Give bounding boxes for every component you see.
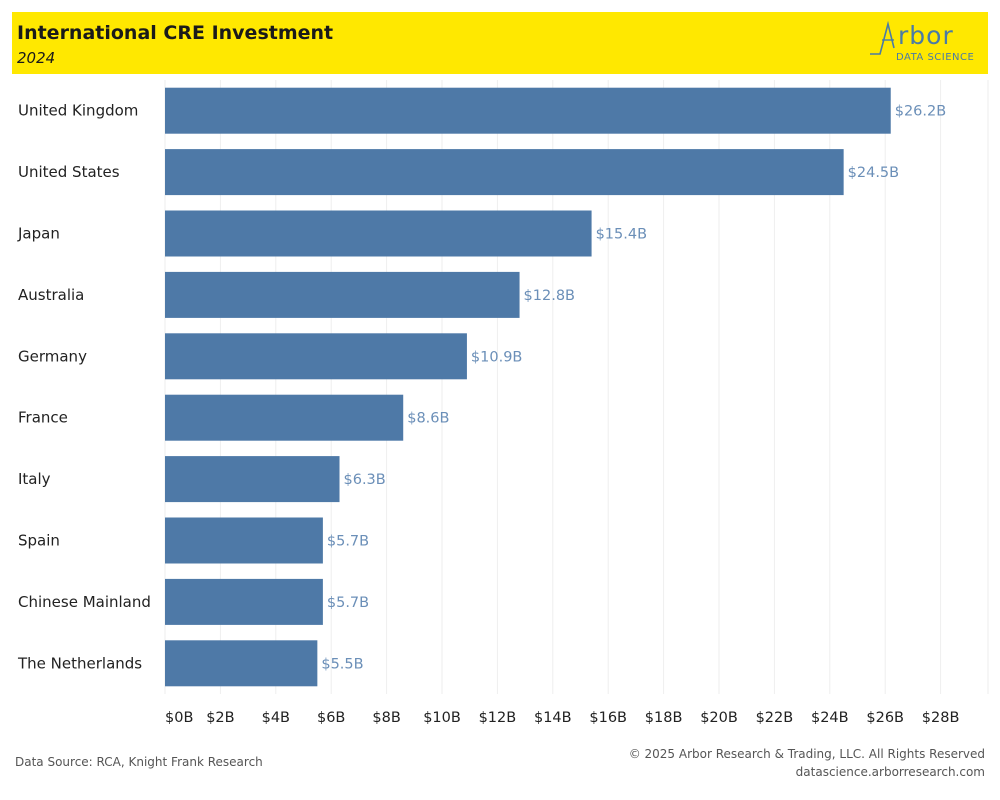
x-tick-label-2: $4B [262, 710, 290, 726]
data-label-8: $5.7B [327, 595, 369, 611]
bar-2 [165, 210, 592, 257]
data-label-4: $10.9B [471, 349, 522, 365]
x-tick-label-11: $22B [756, 710, 794, 726]
data-label-7: $5.7B [327, 534, 369, 550]
x-tick-label-10: $20B [700, 710, 738, 726]
data-label-0: $26.2B [895, 104, 946, 120]
bar-5 [165, 394, 404, 441]
bar-chart: United Kingdom $26.2B United States $24.5B J… [17, 80, 989, 726]
category-label-1: United States [18, 163, 120, 181]
logo-subtitle: DATA SCIENCE [896, 52, 975, 63]
category-label-9: The Netherlands [17, 654, 142, 672]
arbor-logo-a-icon [870, 20, 895, 55]
bar-8 [165, 578, 323, 625]
data-label-5: $8.6B [407, 411, 449, 427]
category-label-3: Australia [18, 286, 84, 304]
data-label-3: $12.8B [524, 288, 575, 304]
bar-4 [165, 333, 467, 380]
bar-9 [165, 640, 318, 687]
x-tick-label-3: $6B [317, 710, 345, 726]
data-source: Data Source: RCA, Knight Frank Research [15, 755, 263, 769]
data-label-1: $24.5B [848, 165, 899, 181]
data-label-9: $5.5B [321, 656, 363, 672]
x-tick-label-14: $28B [922, 710, 960, 726]
category-label-2: Japan [17, 225, 60, 243]
category-label-5: France [18, 409, 68, 427]
data-label-6: $6.3B [344, 472, 386, 488]
x-tick-label-8: $16B [589, 710, 627, 726]
chart-title: International CRE Investment [17, 22, 334, 44]
copyright-text: © 2025 Arbor Research & Trading, LLC. Al… [628, 747, 985, 761]
chart-subtitle: 2024 [17, 49, 56, 67]
footer-credits: © 2025 Arbor Research & Trading, LLC. Al… [629, 745, 985, 781]
category-label-0: United Kingdom [18, 102, 138, 120]
category-label-8: Chinese Mainland [18, 593, 151, 611]
data-label-2: $15.4B [596, 227, 647, 243]
bar-7 [165, 517, 323, 564]
chart-header: International CRE Investment 2024 rbor D… [12, 12, 988, 74]
bar-1 [165, 149, 844, 196]
x-tick-label-0: $0B [165, 710, 193, 726]
bar-0 [165, 87, 891, 134]
x-tick-label-13: $26B [866, 710, 904, 726]
x-tick-label-1: $2B [206, 710, 234, 726]
category-label-4: Germany [18, 347, 87, 365]
bar-6 [165, 456, 340, 503]
category-label-7: Spain [18, 532, 60, 550]
bar-3 [165, 271, 520, 318]
arbor-logo: rbor DATA SCIENCE [868, 18, 980, 70]
x-tick-label-7: $14B [534, 710, 572, 726]
x-tick-label-6: $12B [479, 710, 517, 726]
website-link[interactable]: datascience.arborresearch.com [795, 765, 985, 779]
x-tick-label-12: $24B [811, 710, 849, 726]
x-tick-label-4: $8B [372, 710, 400, 726]
category-label-6: Italy [18, 470, 51, 488]
x-tick-label-9: $18B [645, 710, 683, 726]
logo-wordmark: rbor [898, 21, 954, 50]
x-tick-label-5: $10B [423, 710, 461, 726]
